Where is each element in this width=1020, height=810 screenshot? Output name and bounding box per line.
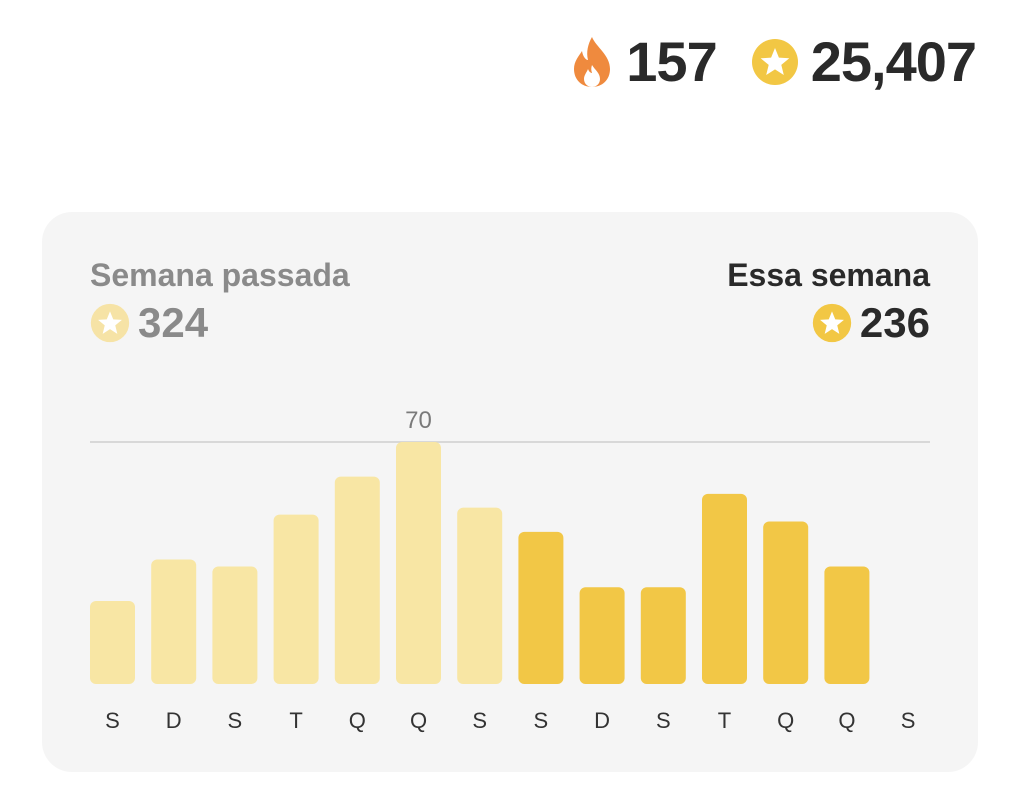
x-tick-label: T (718, 708, 731, 733)
x-tick-label: S (656, 708, 671, 733)
last-week-label: Semana passada (90, 257, 350, 293)
x-tick-label: S (228, 708, 243, 733)
bar-this-week[interactable] (763, 521, 809, 684)
x-tick-label: D (594, 708, 610, 733)
streak-count: 157 (626, 30, 717, 93)
x-tick-label: S (105, 708, 120, 733)
weekly-xp-card: Semana passada 324 Essa semana 236 S D S T Q… (42, 212, 978, 772)
max-value-label: 70 (405, 407, 432, 434)
x-tick-label: S (472, 708, 487, 733)
streak-stat[interactable]: 157 (570, 30, 718, 93)
this-week-summary: Essa semana 236 (727, 256, 930, 344)
star-coin-icon (751, 38, 799, 86)
last-week-total-value: 324 (138, 299, 209, 347)
x-tick-label: Q (838, 708, 855, 733)
bar-last-week[interactable] (273, 514, 319, 684)
this-week-label: Essa semana (727, 257, 930, 293)
bar-this-week[interactable] (579, 587, 625, 684)
bar-this-week[interactable] (824, 566, 870, 684)
this-week-total: 236 (727, 302, 930, 344)
star-coin-icon (90, 303, 130, 343)
stars-stat[interactable]: 25,407 (751, 30, 977, 93)
weekly-bar-chart: S D S T Q Q S S D S T Q Q S 70 (90, 407, 930, 733)
bar-last-week[interactable] (396, 442, 441, 684)
bar-last-week[interactable] (90, 601, 135, 684)
bar-last-week[interactable] (457, 507, 503, 684)
last-week-total: 324 (90, 302, 350, 344)
this-week-total-value: 236 (859, 299, 930, 347)
bar-this-week[interactable] (518, 531, 564, 684)
last-week-summary: Semana passada 324 (90, 256, 350, 344)
bar-last-week[interactable] (212, 566, 258, 684)
x-tick-label: T (289, 708, 302, 733)
star-coin-icon (812, 303, 852, 343)
bar-this-week[interactable] (640, 587, 686, 684)
x-tick-label: Q (349, 708, 366, 733)
stats-bar: 157 25,407 (570, 30, 977, 93)
x-tick-label: Q (410, 708, 427, 733)
bar-this-week[interactable] (702, 493, 747, 684)
x-tick-label: D (166, 708, 182, 733)
x-tick-label: Q (777, 708, 794, 733)
flame-icon (570, 35, 614, 89)
x-tick-label: S (901, 708, 916, 733)
bar-last-week[interactable] (151, 559, 197, 684)
x-tick-label: S (534, 708, 549, 733)
bar-last-week[interactable] (334, 476, 380, 684)
stars-count: 25,407 (810, 30, 977, 93)
